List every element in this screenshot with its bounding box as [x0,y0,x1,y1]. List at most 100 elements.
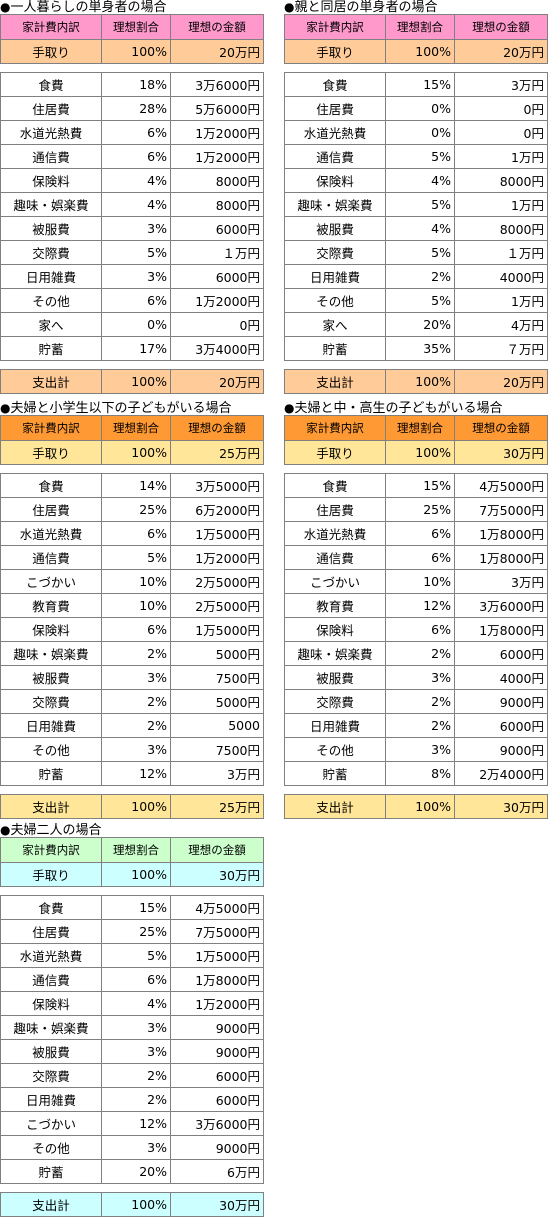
item-cell: 食費 [0,72,102,97]
table-row: 被服費 3% 7500円 [0,665,264,690]
ratio-cell: 3% [101,737,171,762]
table-row: 被服費 3% 9000円 [0,1039,264,1064]
spacer-row [284,360,548,370]
amount-cell: 4万円 [454,312,548,337]
item-cell: 家計費内訳 [0,837,102,863]
bullet-icon: ● [0,823,11,837]
item-cell: 日用雑費 [284,264,386,289]
item-cell: 被服費 [0,216,102,241]
spacer-row [0,464,264,474]
ratio-cell: 2% [101,1063,171,1088]
table-row: 貯蓄 12% 3万円 [0,761,264,786]
amount-cell: 理想の金額 [170,14,264,40]
item-cell: 住居費 [0,919,102,944]
caption-text: 一人暮らしの単身者の場合 [10,0,167,15]
table-row: 水道光熱費 5% 1万5000円 [0,943,264,968]
spacer-cell [101,464,171,474]
spacer-cell [170,886,264,896]
table-row: 交際費 2% 9000円 [284,689,548,714]
item-cell: 保険料 [284,617,386,642]
spacer-cell [101,785,171,795]
item-cell: こづかい [0,1111,102,1136]
table-row: こづかい 10% 2万5000円 [0,569,264,594]
amount-cell: 30万円 [454,794,548,819]
amount-cell: 1万5000円 [170,943,264,968]
table-row: 保険料 4% 8000円 [284,168,548,193]
header-row: 家計費内訳 理想割合 理想の金額 [284,415,548,441]
item-cell: 趣味・娯楽費 [0,192,102,217]
table-row: その他 3% 7500円 [0,737,264,762]
amount-cell: 9000円 [170,1015,264,1040]
amount-cell: 1万円 [454,144,548,169]
item-cell: 通信費 [0,545,102,570]
table-row: 通信費 6% 1万2000円 [0,144,264,169]
ratio-cell: 2% [101,689,171,714]
item-cell: 保険料 [0,168,102,193]
table-row: 水道光熱費 0% 0円 [284,120,548,145]
spacer-row [284,785,548,795]
item-cell: 支出計 [284,794,386,819]
spacer-cell [101,1183,171,1193]
ratio-cell: 100% [101,39,171,64]
ratio-cell: 15% [385,473,455,498]
table-row: 食費 15% 4万5000円 [284,473,548,498]
table-row: 趣味・娯楽費 2% 6000円 [284,641,548,666]
ratio-cell: 25% [101,919,171,944]
amount-cell: 1万円 [454,192,548,217]
table-row: 水道光熱費 6% 1万5000円 [0,521,264,546]
item-cell: 保険料 [0,617,102,642]
ratio-cell: 100% [385,794,455,819]
table-row: 交際費 2% 6000円 [0,1063,264,1088]
total-row: 支出計 100% 20万円 [284,369,548,394]
ratio-cell: 3% [101,1135,171,1160]
spacer-cell [101,63,171,73]
amount-cell: 30万円 [454,440,548,465]
table-row: 住居費 25% 7万5000円 [0,919,264,944]
item-cell: こづかい [0,569,102,594]
item-cell: 通信費 [0,144,102,169]
spacer-cell [284,360,386,370]
ratio-cell: 35% [385,336,455,361]
spacer-cell [284,464,386,474]
item-cell: 手取り [284,440,386,465]
spacer-row [0,360,264,370]
ratio-cell: 理想割合 [385,415,455,441]
budget-table: 家計費内訳 理想割合 理想の金額 手取り 100% 25万円 食費 14% 3万5000円 住居費… [0,415,264,819]
amount-cell: 4000円 [454,264,548,289]
amount-cell: 8000円 [170,168,264,193]
spacer-cell [0,63,102,73]
budget-table: 家計費内訳 理想割合 理想の金額 手取り 100% 20万円 食費 18% 3万6000円 住居費… [0,14,264,394]
ratio-cell: 6% [385,521,455,546]
item-cell: 貯蓄 [284,761,386,786]
amount-cell: 8000円 [170,192,264,217]
ratio-cell: 5% [101,240,171,265]
amount-cell: 1万2000円 [170,288,264,313]
item-cell: 住居費 [284,96,386,121]
item-cell: 家計費内訳 [284,415,386,441]
item-cell: 趣味・娯楽費 [0,1015,102,1040]
amount-cell: 3万4000円 [170,336,264,361]
amount-cell: 0円 [170,312,264,337]
ratio-cell: 28% [101,96,171,121]
amount-cell: 20万円 [170,369,264,394]
table-row: 貯蓄 35% ７万円 [284,336,548,361]
item-cell: 家へ [0,312,102,337]
income-row: 手取り 100% 30万円 [0,862,264,887]
item-cell: 貯蓄 [0,1159,102,1184]
ratio-cell: 6% [101,521,171,546]
table-row: その他 3% 9000円 [284,737,548,762]
income-row: 手取り 100% 25万円 [0,440,264,465]
ratio-cell: 100% [101,369,171,394]
ratio-cell: 3% [101,264,171,289]
table-row: 趣味・娯楽費 4% 8000円 [0,192,264,217]
item-cell: 水道光熱費 [0,120,102,145]
item-cell: 家計費内訳 [284,14,386,40]
ratio-cell: 2% [385,689,455,714]
amount-cell: 3万円 [454,569,548,594]
item-cell: 保険料 [0,991,102,1016]
table-row: 日用雑費 2% 6000円 [284,713,548,738]
item-cell: 貯蓄 [0,336,102,361]
amount-cell: 2万5000円 [170,569,264,594]
amount-cell: １万円 [170,240,264,265]
amount-cell: ７万円 [454,336,548,361]
